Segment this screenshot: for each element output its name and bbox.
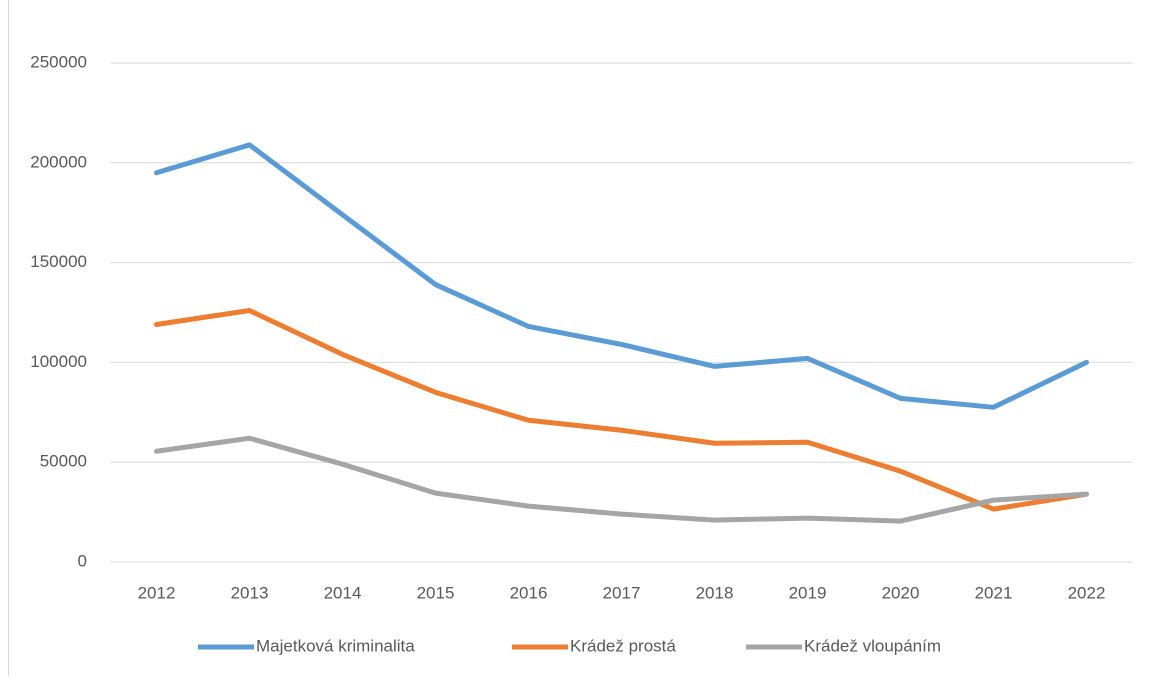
legend-label: Krádež prostá (570, 636, 676, 655)
x-tick-label: 2018 (696, 583, 734, 602)
x-tick-label: 2017 (603, 583, 641, 602)
y-tick-label: 250000 (30, 52, 87, 71)
x-tick-label: 2016 (510, 583, 548, 602)
x-tick-label: 2014 (324, 583, 362, 602)
x-tick-label: 2013 (231, 583, 269, 602)
legend-label: Krádež vloupáním (804, 636, 941, 655)
y-tick-label: 200000 (30, 152, 87, 171)
y-tick-label: 100000 (30, 352, 87, 371)
series-line (157, 145, 1087, 407)
y-tick-label: 50000 (40, 452, 87, 471)
x-tick-label: 2012 (138, 583, 176, 602)
legend-label: Majetková kriminalita (256, 636, 415, 655)
x-tick-label: 2015 (417, 583, 455, 602)
x-tick-label: 2022 (1068, 583, 1106, 602)
x-tick-label: 2019 (789, 583, 827, 602)
x-tick-label: 2020 (882, 583, 920, 602)
series-line (157, 438, 1087, 521)
y-tick-label: 0 (78, 551, 87, 570)
x-tick-label: 2021 (975, 583, 1013, 602)
y-tick-label: 150000 (30, 252, 87, 271)
series-line (157, 311, 1087, 510)
